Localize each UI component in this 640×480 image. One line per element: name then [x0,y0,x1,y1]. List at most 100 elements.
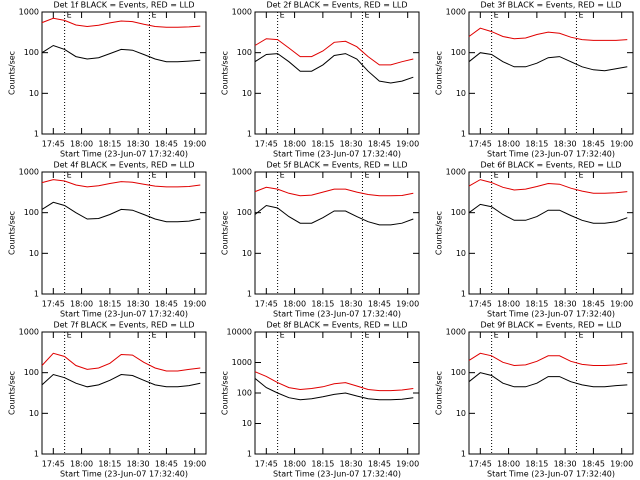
y-tick-label: 1 [34,130,39,139]
x-tick-label: 18:15 [525,460,548,469]
y-axis-label: Counts/sec [8,371,17,415]
x-tick-label: 18:15 [525,140,548,149]
panel: Det 1f BLACK = Events, RED = LLD Counts/s… [8,1,207,159]
x-tick-label: 18:15 [311,140,334,149]
x-tick-label: 18:45 [582,300,605,309]
event-marker-label: E [494,11,499,20]
x-tick-label: 18:15 [311,300,334,309]
chart-title: Det 5f BLACK = Events, RED = LLD [266,161,407,170]
x-axis-label: Start Time (23-Jun-07 17:32:40) [60,150,188,159]
x-tick-label: 19:00 [610,140,633,149]
x-tick-label: 19:00 [183,460,206,469]
x-tick-label: 18:45 [155,300,178,309]
y-tick-label: 10 [456,249,466,258]
x-tick-label: 19:00 [183,300,206,309]
x-tick-label: 17:45 [255,140,278,149]
x-tick-label: 19:00 [396,300,419,309]
x-tick-label: 17:45 [42,140,65,149]
y-axis-label: Counts/sec [8,211,17,255]
x-tick-label: 18:00 [283,460,306,469]
series-line [468,203,628,224]
y-tick-label: 10 [242,419,252,428]
x-tick-label: 18:30 [340,140,363,149]
x-tick-label: 17:45 [42,300,65,309]
y-tick-label: 100 [24,368,39,377]
series-line [41,179,201,188]
series-line [468,27,628,41]
y-tick-label: 1 [247,130,252,139]
x-tick-label: 17:45 [255,300,278,309]
chart-title: Det 6f BLACK = Events, RED = LLD [480,161,621,170]
event-marker-label: E [494,331,499,340]
plot-frame [254,11,420,135]
x-tick-label: 18:45 [368,460,391,469]
y-tick-label: 100 [24,48,39,57]
series-line [468,372,628,388]
panel: Det 7f BLACK = Events, RED = LLD Counts/s… [8,321,207,479]
series-line [254,378,414,401]
y-tick-label: 10 [242,89,252,98]
x-tick-label: 18:30 [340,300,363,309]
y-axis-label: Counts/sec [8,51,17,95]
chart-title: Det 8f BLACK = Events, RED = LLD [266,321,407,330]
y-tick-label: 10 [242,249,252,258]
y-axis-label: Counts/sec [221,211,230,255]
event-marker-label: E [578,171,583,180]
y-tick-label: 10 [456,409,466,418]
y-tick-label: 100 [237,389,252,398]
series-line [41,201,201,223]
x-tick-label: 18:45 [368,300,391,309]
series-line [468,179,628,194]
x-tick-label: 18:45 [155,460,178,469]
x-tick-label: 18:00 [283,300,306,309]
y-axis-label: Counts/sec [221,51,230,95]
x-tick-label: 18:00 [70,300,93,309]
event-marker-label: E [67,331,72,340]
y-tick-label: 1 [34,290,39,299]
event-marker-label: E [280,11,285,20]
panel: Det 3f BLACK = Events, RED = LLD Counts/s… [435,1,634,159]
y-tick-label: 1000 [232,358,252,367]
x-tick-label: 18:00 [70,140,93,149]
x-tick-label: 18:30 [127,300,150,309]
plot-frame [468,331,634,455]
chart-title: Det 1f BLACK = Events, RED = LLD [53,1,194,10]
x-tick-label: 18:45 [582,140,605,149]
y-axis-label: Counts/sec [435,51,444,95]
x-tick-label: 17:45 [255,460,278,469]
event-marker-label: E [578,11,583,20]
event-marker-label: E [364,11,369,20]
plot-frame [468,11,634,135]
y-tick-label: 1000 [446,328,466,337]
x-tick-label: 19:00 [183,140,206,149]
panel: Det 5f BLACK = Events, RED = LLD Counts/s… [221,161,420,319]
x-tick-label: 18:15 [525,300,548,309]
x-tick-label: 19:00 [396,140,419,149]
y-tick-label: 10 [456,89,466,98]
x-tick-label: 18:45 [368,140,391,149]
x-tick-label: 18:15 [98,460,121,469]
chart-title: Det 2f BLACK = Events, RED = LLD [266,1,407,10]
x-tick-label: 18:30 [127,140,150,149]
series-line [254,38,414,66]
y-tick-label: 1000 [19,8,39,17]
x-tick-label: 18:00 [497,300,520,309]
series-line [254,186,414,197]
x-tick-label: 19:00 [610,460,633,469]
y-tick-label: 100 [237,48,252,57]
event-marker-label: E [151,331,156,340]
series-line [468,52,628,72]
series-line [254,371,414,392]
event-marker-label: E [280,331,285,340]
x-tick-label: 17:45 [469,460,492,469]
y-tick-label: 1 [247,450,252,459]
x-axis-label: Start Time (23-Jun-07 17:32:40) [487,150,615,159]
y-tick-label: 10 [29,89,39,98]
series-line [41,352,201,372]
event-marker-label: E [67,11,72,20]
series-line [254,53,414,84]
x-tick-label: 17:45 [469,300,492,309]
x-axis-label: Start Time (23-Jun-07 17:32:40) [487,310,615,319]
series-line [254,204,414,226]
